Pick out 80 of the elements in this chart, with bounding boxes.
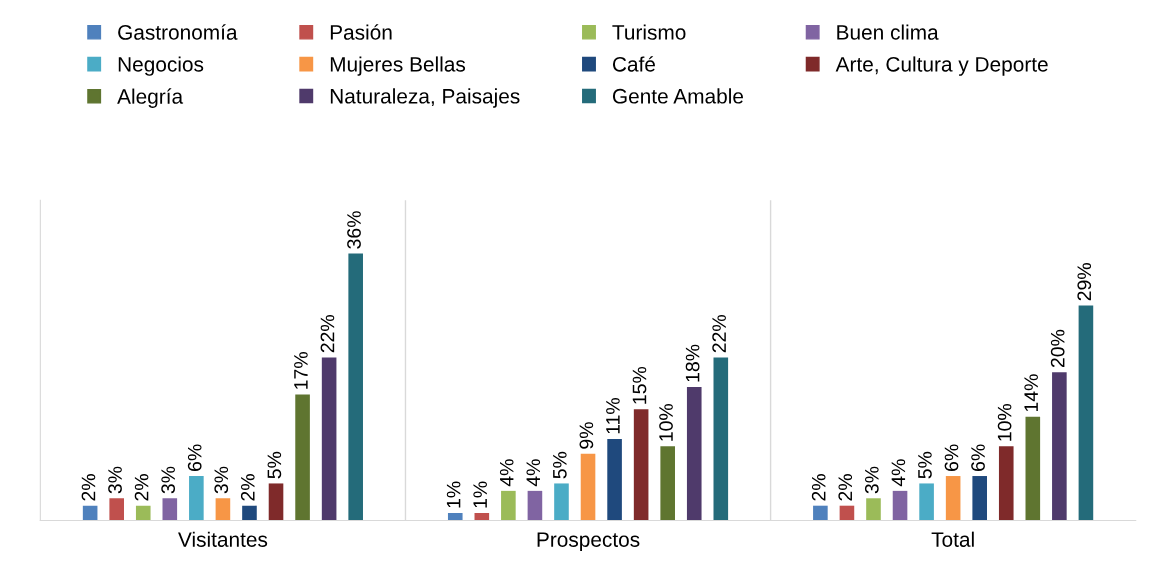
data-label: 11% [606,398,620,434]
legend-label: Alegría [117,88,184,108]
bar [839,505,855,521]
legend-label: Gente Amable [612,88,744,104]
data-label: 3% [214,466,229,494]
bar [321,357,337,521]
data-label: 3% [161,466,176,494]
data-label: 29% [1077,263,1092,301]
bar [554,483,569,521]
data-label: 2% [811,474,826,501]
bar [972,476,987,521]
x-tick-label: Total [931,531,974,547]
data-label: 2% [81,474,96,501]
bar [242,505,257,521]
bar [580,453,596,521]
data-label: 22% [320,315,335,353]
data-label: 3% [864,466,879,494]
data-label: 6% [187,444,202,471]
bar [109,498,124,521]
legend-label: Mujeres Bellas [330,56,466,76]
data-label: 10% [997,403,1012,441]
bar [501,490,516,521]
data-label: 17% [294,352,308,389]
legend-label: Gastronomía [118,24,238,40]
data-label: 36% [347,211,361,249]
bar [607,438,622,521]
data-label: 6% [971,444,985,471]
bar [162,498,178,521]
data-label: 9% [579,422,594,449]
bar [892,490,908,521]
legend-label: Negocios [118,56,204,76]
bar [295,394,310,521]
bar [215,498,231,521]
bar [1052,372,1067,521]
data-label: 6% [944,444,959,471]
legend-label: Café [612,56,655,72]
bar [660,446,675,521]
bar [527,490,543,521]
data-label: 4% [891,459,906,487]
data-label: 20% [1050,329,1065,368]
legend-label: Naturaleza, Paisajes [330,88,520,108]
legend-label: Arte, Cultura y Deporte [835,56,1048,76]
data-label: 4% [499,459,514,487]
bar [447,513,463,521]
bar [474,513,490,521]
data-label: 4% [526,459,541,487]
bar [633,409,649,521]
data-label: 2% [838,474,853,501]
bar [82,505,98,521]
data-label: 5% [553,451,567,479]
legend-label: Buen clima [837,24,939,40]
data-label: 3% [108,466,122,494]
data-label: 5% [267,451,282,479]
legend-label: Turismo [612,24,686,40]
x-tick-label: Prospectos [537,532,640,552]
bar [135,505,151,521]
data-label: 2% [134,474,149,501]
bar [713,357,729,521]
bar [998,446,1014,521]
data-label: 15% [632,366,647,404]
data-label: 2% [240,474,255,501]
data-label: 14% [1024,374,1038,412]
bar [686,387,702,521]
legend-label: Pasión [330,24,392,40]
x-tick-label: Visitantes [178,531,268,547]
data-label: 22% [712,315,726,353]
bar [268,483,284,521]
bar [945,476,961,521]
bar [348,253,363,521]
bar [1078,305,1094,521]
bar [919,483,934,521]
data-label: 10% [659,403,673,441]
data-label: 1% [446,481,461,508]
data-label: 18% [685,344,700,382]
bar [189,476,204,521]
bar [813,505,828,521]
bar [1025,416,1041,521]
data-label: 5% [918,451,932,479]
bar [866,498,881,521]
data-label: 1% [473,481,487,508]
